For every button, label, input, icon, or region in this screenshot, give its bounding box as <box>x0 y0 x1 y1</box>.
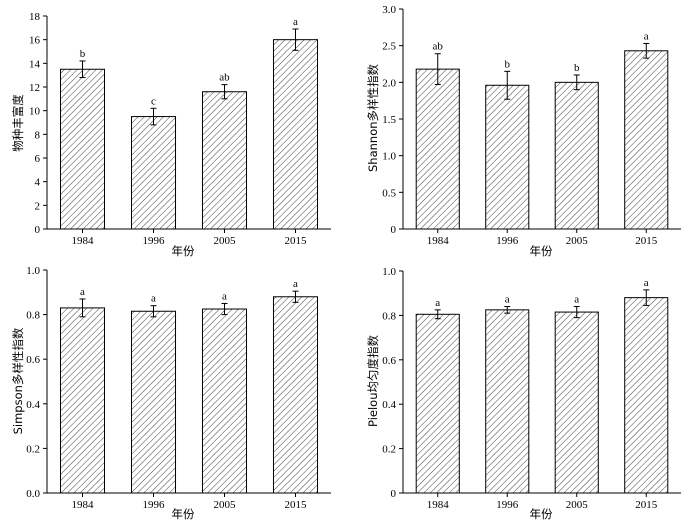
chart-panel-species-richness: 物种丰富度 年份 b 1984 c 1996 ab 2005 a 2015 0 2 4 6 8 10 12 1… <box>11 11 331 258</box>
bar <box>201 308 248 494</box>
y-tick-label: 2.5 <box>382 41 396 53</box>
y-tick-label: 8 <box>35 129 41 141</box>
significance-label: c <box>151 95 156 107</box>
x-tick-label: 1996 <box>143 235 166 247</box>
chart-panel-shannon: Shannon多样性指数 年份 ab 1984 b 1996 b 2005 a 2015 0 0.… <box>366 4 681 258</box>
significance-label: b <box>505 58 511 70</box>
bar <box>130 116 177 230</box>
y-axis-title: Simpson多样性指数 <box>11 327 25 434</box>
y-tick-label: 18 <box>29 11 41 23</box>
bar <box>130 310 177 494</box>
significance-label: a <box>644 277 649 289</box>
significance-label: ab <box>433 41 444 53</box>
significance-label: a <box>80 286 85 298</box>
y-tick-label: 1.0 <box>382 266 396 278</box>
x-tick-label: 2005 <box>566 235 589 247</box>
x-tick-label: 1996 <box>496 235 519 247</box>
y-axis-title: Shannon多样性指数 <box>366 63 380 172</box>
y-tick-label: 0.5 <box>382 187 396 199</box>
y-tick-label: 0.0 <box>26 488 40 500</box>
y-tick-label: 0.2 <box>26 443 40 455</box>
significance-label: a <box>293 278 298 290</box>
bar <box>59 68 106 230</box>
x-axis-title: 年份 <box>530 244 553 258</box>
y-tick-label: 0.6 <box>382 355 396 367</box>
x-tick-label: 1996 <box>496 499 519 511</box>
y-tick-label: 3.0 <box>382 4 396 16</box>
y-axis-title: Pielou均匀度指数 <box>366 335 380 427</box>
x-axis-title: 年份 <box>172 244 195 258</box>
y-tick-label: 16 <box>29 35 41 47</box>
x-tick-label: 2005 <box>214 235 237 247</box>
y-tick-label: 0 <box>35 224 41 236</box>
x-tick-label: 1996 <box>143 499 166 511</box>
significance-label: a <box>293 16 298 28</box>
x-tick-label: 1984 <box>427 235 450 247</box>
y-tick-label: 0.8 <box>26 310 40 322</box>
significance-label: b <box>80 48 86 60</box>
y-tick-label: 0.4 <box>382 399 396 411</box>
y-tick-label: 0.8 <box>382 310 396 322</box>
y-tick-label: 0.6 <box>26 354 40 366</box>
bar <box>554 311 599 494</box>
significance-label: a <box>435 297 440 309</box>
chart-panel-pielou: Pielou均匀度指数 年份 a 1984 a 1996 a 2005 a 2015 0 0.2 0… <box>366 266 681 521</box>
y-tick-label: 14 <box>29 58 41 70</box>
bar <box>272 39 319 230</box>
y-tick-label: 2 <box>35 200 41 212</box>
y-tick-label: 0.4 <box>26 399 40 411</box>
x-tick-label: 2005 <box>566 499 589 511</box>
y-tick-label: 10 <box>29 106 41 118</box>
chart-panel-simpson: Simpson多样性指数 年份 a 1984 a 1996 a 2005 a 2015 0.0 0… <box>11 265 331 521</box>
x-tick-label: 1984 <box>72 235 95 247</box>
bar <box>59 307 106 494</box>
y-tick-label: 6 <box>35 153 41 165</box>
significance-label: a <box>574 294 579 306</box>
x-tick-label: 2015 <box>635 235 658 247</box>
x-axis-title: 年份 <box>172 507 195 521</box>
x-tick-label: 2015 <box>635 499 658 511</box>
bar <box>624 50 669 230</box>
significance-label: a <box>222 290 227 302</box>
x-tick-label: 2015 <box>285 235 308 247</box>
bar <box>272 296 319 494</box>
y-tick-label: 1.0 <box>26 265 40 277</box>
x-axis-title: 年份 <box>530 507 553 521</box>
significance-label: b <box>574 62 580 74</box>
significance-label: a <box>151 293 156 305</box>
y-tick-label: 12 <box>29 82 40 94</box>
bar <box>485 84 530 230</box>
y-tick-label: 0 <box>391 224 397 236</box>
significance-label: ab <box>219 72 230 84</box>
significance-label: a <box>644 30 649 42</box>
significance-label: a <box>505 294 510 306</box>
y-tick-label: 1.0 <box>382 151 396 163</box>
y-tick-label: 1.5 <box>382 114 396 126</box>
bar <box>554 81 599 230</box>
y-axis-title: 物种丰富度 <box>11 94 25 152</box>
bar <box>201 91 248 230</box>
y-tick-label: 0 <box>391 488 397 500</box>
x-tick-label: 1984 <box>72 499 95 511</box>
x-tick-label: 2005 <box>214 499 237 511</box>
y-tick-label: 0.2 <box>382 444 396 456</box>
bar <box>485 309 530 494</box>
x-tick-label: 1984 <box>427 499 450 511</box>
y-tick-label: 4 <box>35 177 41 189</box>
bar <box>415 68 460 230</box>
bar <box>415 313 460 494</box>
bar <box>624 297 669 494</box>
y-tick-label: 2.0 <box>382 77 396 89</box>
x-tick-label: 2015 <box>285 499 308 511</box>
